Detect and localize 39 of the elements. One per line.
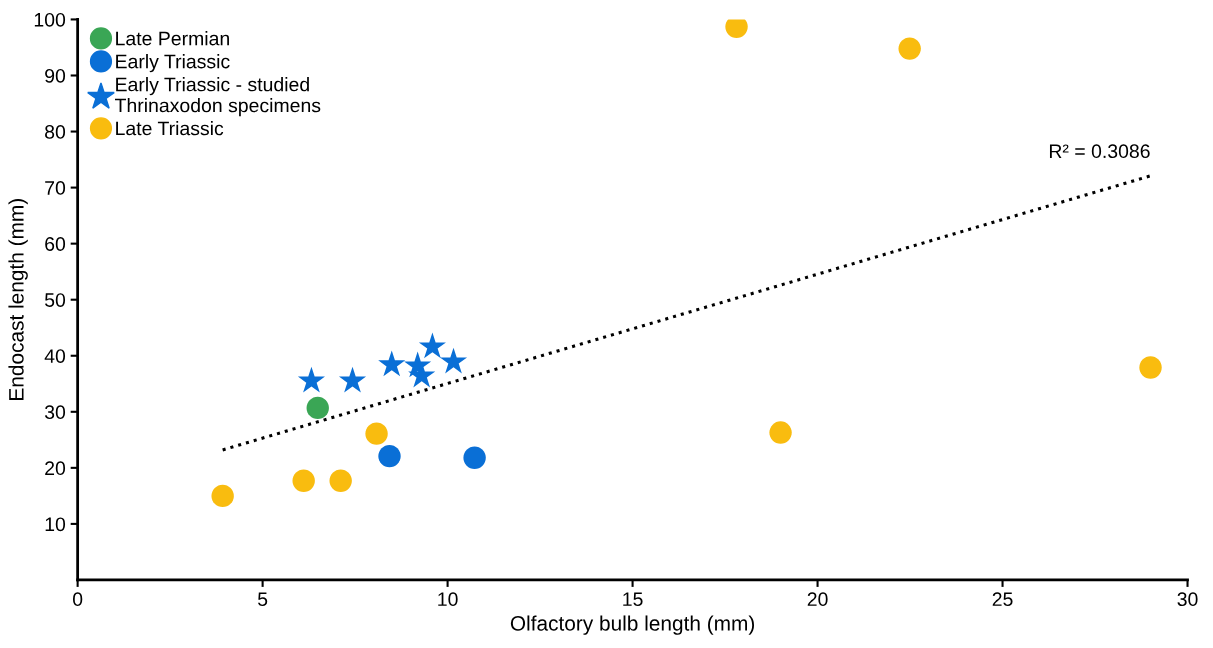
x-tick-label: 5 [257,592,268,607]
point [292,469,315,492]
y-tick-label: 50 [44,293,66,307]
point [418,332,446,359]
point [378,350,406,377]
y-tick-label: 70 [45,181,66,195]
x-tick-label: 15 [623,592,643,607]
y-axis-title: Endocast length (mm) [8,199,28,400]
y-tick-label: 90 [45,68,66,83]
point [769,421,792,444]
y-tick-label: 100 [34,12,66,27]
x-tick-label: 20 [807,592,828,607]
legend-label: Late Permian [116,31,229,46]
annotation: R² = 0.3086 [1049,144,1150,159]
y-tick-label: 30 [44,405,66,420]
x-tick-label: 0 [72,592,83,607]
point [306,396,329,420]
legend-label: Early Triassic [116,54,230,73]
x-tick-label: 10 [438,592,458,607]
point [338,366,367,393]
point [463,446,486,469]
point [211,484,234,508]
y-tick-label: 40 [44,349,66,363]
point [898,37,921,60]
legend-label: Late Triassic [116,121,224,136]
y-tick-label: 20 [45,461,66,476]
point [378,444,401,468]
y-tick-label: 10 [45,517,66,532]
point [439,347,468,374]
point [1139,356,1162,379]
legend-label: Early Triassic - studied Thrinaxodon specimens [115,77,321,117]
x-tick-label: 30 [1177,592,1198,607]
x-tick-label: 25 [992,592,1013,607]
point [365,422,388,445]
point [297,366,325,393]
y-tick-label: 60 [45,237,66,251]
x-axis-title: Olfactory bulb length (mm) [510,615,755,635]
y-tick-label: 80 [45,125,66,139]
point [329,469,352,492]
